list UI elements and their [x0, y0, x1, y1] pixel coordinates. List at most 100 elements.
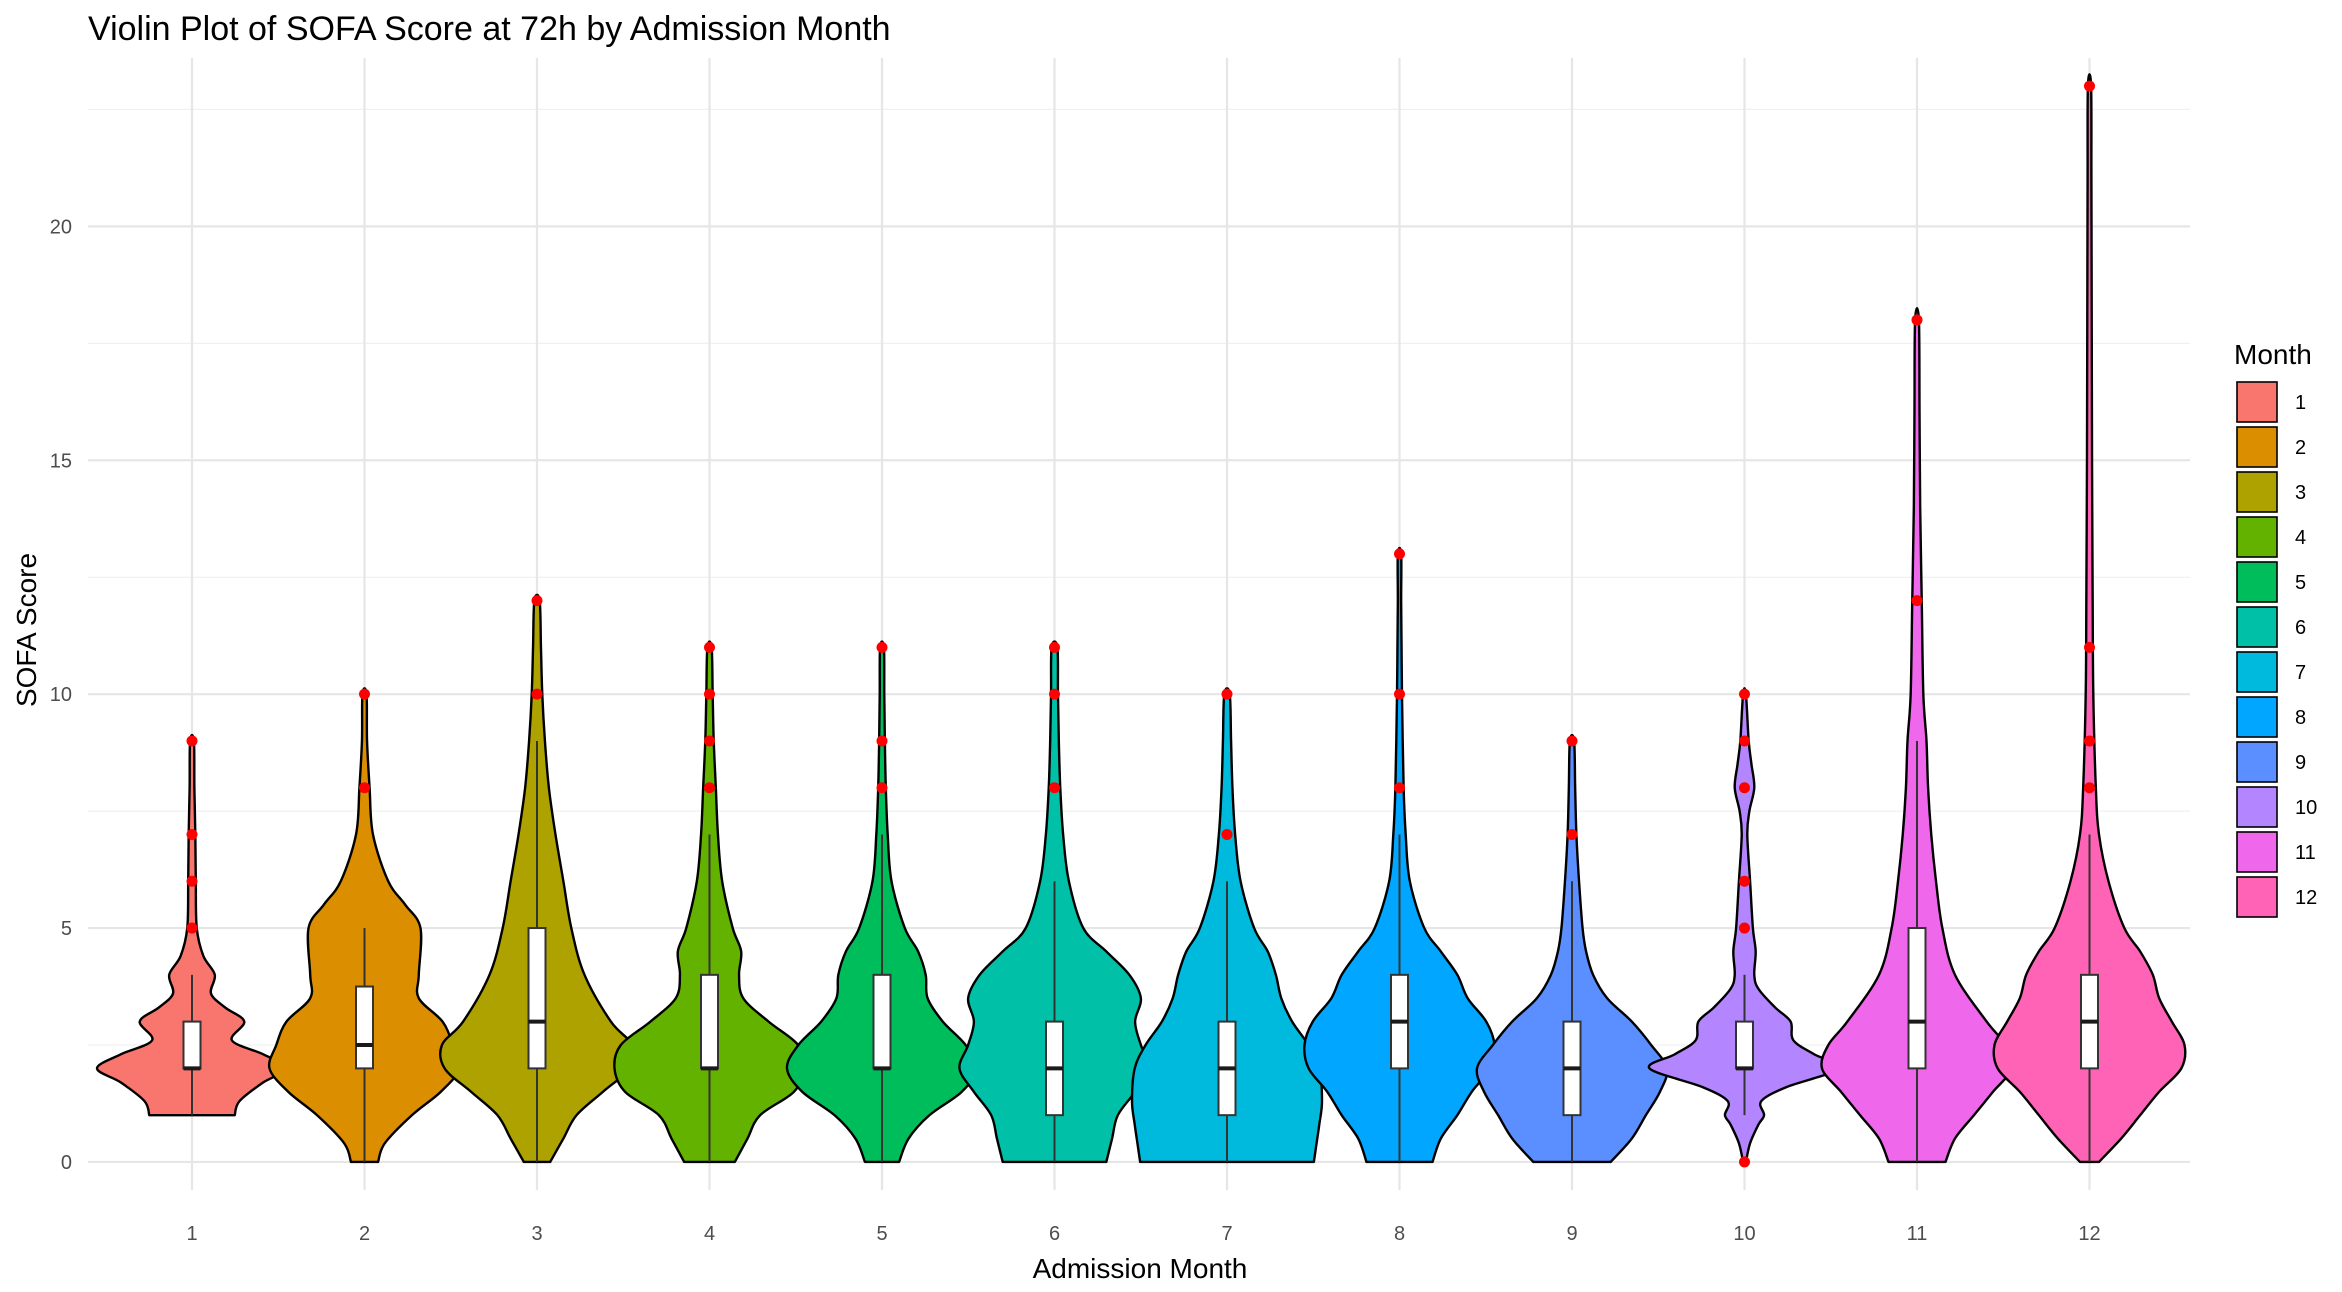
outlier-point [704, 735, 715, 747]
y-tick-label: 5 [61, 918, 72, 940]
legend-key-11 [2236, 831, 2278, 873]
iqr-box [355, 985, 374, 1070]
iqr-box [700, 973, 719, 1070]
legend-label-7: 7 [2295, 662, 2306, 684]
x-tick-label: 7 [1221, 1223, 1232, 1245]
outlier-point [1221, 688, 1233, 700]
iqr-box [872, 973, 892, 1070]
y-axis-title: SOFA Score [11, 553, 42, 707]
violin-month-4 [613, 640, 806, 1164]
violin-month-9 [1475, 733, 1669, 1164]
outlier-point [1049, 641, 1060, 653]
legend-key-2 [2236, 426, 2278, 468]
violin-month-11 [1820, 307, 2014, 1164]
outlier-point [186, 828, 198, 840]
violin-month-2 [267, 687, 462, 1164]
legend-label-3: 3 [2295, 482, 2306, 504]
outlier-point [1221, 828, 1233, 840]
outlier-point [2084, 735, 2095, 747]
outlier-point [1049, 688, 1060, 700]
violin-body [1820, 307, 2014, 1164]
violins [95, 73, 2187, 1168]
iqr-box [527, 927, 547, 1070]
iqr-box [1735, 1020, 1754, 1070]
legend-label-1: 1 [2295, 392, 2306, 414]
outlier-point [2084, 80, 2095, 92]
legend-label-8: 8 [2295, 707, 2306, 729]
iqr-box [1907, 927, 1927, 1070]
x-tick-label: 5 [876, 1223, 887, 1245]
x-tick-label: 2 [359, 1223, 370, 1245]
y-tick-label: 15 [50, 450, 72, 472]
legend-key-7 [2236, 651, 2278, 693]
x-tick-label: 4 [704, 1223, 715, 1245]
outlier-point [1739, 922, 1750, 934]
outlier-point [1394, 548, 1405, 560]
outlier-point [186, 875, 198, 887]
x-tick-label: 8 [1394, 1223, 1405, 1245]
x-tick-label: 3 [531, 1223, 542, 1245]
outlier-point [1739, 735, 1750, 747]
legend-key-9 [2236, 741, 2278, 783]
outlier-point [1566, 735, 1578, 747]
violin-month-10 [1647, 687, 1842, 1168]
legend-key-1 [2236, 381, 2278, 423]
outlier-point [704, 641, 715, 653]
outlier-point [1739, 1156, 1750, 1168]
legend-key-3 [2236, 471, 2278, 513]
legend-label-2: 2 [2295, 437, 2306, 459]
legend-key-4 [2236, 516, 2278, 558]
x-tick-label: 10 [1733, 1223, 1755, 1245]
y-axis-ticks: 0 5 10 15 20 [50, 216, 72, 1174]
outlier-point [531, 595, 543, 607]
violin-month-8 [1303, 546, 1496, 1164]
outlier-point [876, 735, 888, 747]
legend-key-12 [2236, 876, 2278, 918]
legend-key-10 [2236, 786, 2278, 828]
outlier-point [2084, 782, 2095, 794]
legend-key-6 [2236, 606, 2278, 648]
violin-month-3 [439, 593, 635, 1164]
y-tick-label: 20 [50, 216, 72, 238]
x-tick-label: 12 [2078, 1223, 2100, 1245]
legend-key-5 [2236, 561, 2278, 603]
outlier-point [704, 782, 715, 794]
y-tick-label: 10 [50, 684, 72, 706]
outlier-point [1394, 782, 1405, 794]
legend-label-11: 11 [2295, 842, 2316, 864]
x-axis-title: Admission Month [1033, 1253, 1248, 1284]
violin-month-6 [958, 640, 1151, 1164]
legend-label-5: 5 [2295, 572, 2306, 594]
x-tick-label: 9 [1566, 1223, 1577, 1245]
violin-month-7 [1130, 687, 1324, 1164]
violin-month-12 [1992, 73, 2187, 1164]
outlier-point [1739, 782, 1750, 794]
outlier-point [359, 782, 370, 794]
x-tick-label: 11 [1907, 1223, 1928, 1245]
x-axis-ticks: 1 2 3 4 5 6 7 8 9 10 11 12 [186, 1223, 2100, 1245]
outlier-point [1739, 688, 1750, 700]
legend-label-10: 10 [2295, 797, 2317, 819]
legend-key-8 [2236, 696, 2278, 738]
violin-month-1 [95, 733, 289, 1117]
outlier-point [186, 735, 198, 747]
outlier-point [1911, 595, 1923, 607]
legend-label-12: 12 [2295, 887, 2317, 909]
outlier-point [1049, 782, 1060, 794]
violin-body [1992, 73, 2187, 1164]
legend-title: Month [2234, 339, 2312, 370]
legend-label-9: 9 [2295, 752, 2306, 774]
chart-title: Violin Plot of SOFA Score at 72h by Admi… [88, 10, 891, 48]
legend-label-4: 4 [2295, 527, 2306, 549]
outlier-point [186, 922, 198, 934]
violin-month-5 [785, 640, 979, 1164]
y-tick-label: 0 [61, 1152, 72, 1174]
outlier-point [1911, 314, 1923, 326]
outlier-point [704, 688, 715, 700]
outlier-point [531, 688, 543, 700]
legend-label-6: 6 [2295, 617, 2306, 639]
x-tick-label: 6 [1049, 1223, 1060, 1245]
x-tick-label: 1 [186, 1223, 197, 1245]
